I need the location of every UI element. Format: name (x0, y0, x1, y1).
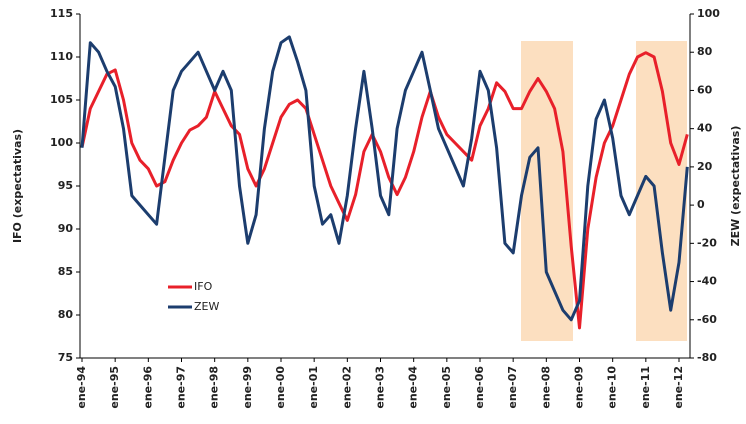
x-tick-label: ene-98 (208, 366, 221, 409)
y-tick-label: 100 (50, 136, 73, 149)
y-tick-label: 80 (58, 308, 74, 321)
y2-tick-label: 80 (697, 45, 713, 58)
x-tick-label: ene-94 (75, 366, 88, 409)
y-axis-label: IFO (expectativas) (11, 129, 24, 243)
x-tick-label: ene-05 (440, 366, 453, 409)
y-tick-label: 95 (58, 179, 73, 192)
x-tick-label: ene-04 (407, 366, 420, 409)
y-tick-label: 90 (58, 222, 74, 235)
y2-tick-label: -80 (697, 351, 717, 364)
y-tick-label: 75 (58, 351, 73, 364)
x-tick-label: ene-06 (473, 366, 486, 409)
legend-label: IFO (194, 280, 213, 293)
x-tick-label: ene-96 (141, 366, 154, 409)
x-tick-label: ene-01 (307, 366, 320, 409)
y2-tick-label: 100 (697, 7, 720, 20)
legend-label: ZEW (194, 300, 219, 313)
x-tick-label: ene-03 (374, 366, 387, 409)
x-tick-label: ene-12 (672, 366, 685, 409)
series-line (80, 35, 689, 322)
x-tick-label: ene-02 (340, 366, 353, 409)
x-tick-label: ene-97 (175, 366, 188, 409)
x-tick-label: ene-09 (573, 366, 586, 409)
y2-tick-label: 20 (697, 160, 713, 173)
x-tick-label: ene-11 (639, 366, 652, 409)
y2-tick-label: -20 (697, 236, 717, 249)
y-tick-label: 105 (50, 93, 73, 106)
x-tick-label: ene-00 (274, 366, 287, 409)
y2-tick-label: -60 (697, 313, 717, 326)
x-tick-label: ene-95 (108, 366, 121, 409)
y2-axis-label: ZEW (expectativas) (729, 126, 742, 247)
x-tick-label: ene-08 (539, 366, 552, 409)
series-line (80, 51, 689, 330)
y-tick-label: 85 (58, 265, 73, 278)
x-tick-label: ene-99 (241, 366, 254, 409)
y2-tick-label: 0 (697, 198, 705, 211)
y2-tick-label: -40 (697, 275, 717, 288)
y2-tick-label: 60 (697, 83, 713, 96)
x-tick-label: ene-10 (606, 366, 619, 409)
y-tick-label: 110 (50, 50, 73, 63)
y-tick-label: 115 (50, 7, 73, 20)
x-tick-label: ene-07 (506, 366, 519, 409)
y2-tick-label: 40 (697, 122, 713, 135)
